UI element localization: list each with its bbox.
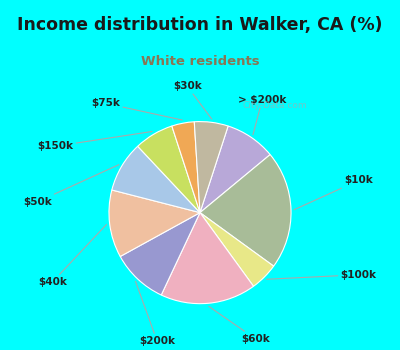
Wedge shape: [138, 126, 200, 212]
Text: Income distribution in Walker, CA (%): Income distribution in Walker, CA (%): [17, 16, 383, 34]
Text: > $200k: > $200k: [238, 95, 286, 135]
Text: $60k: $60k: [209, 307, 270, 344]
Text: $200k: $200k: [136, 281, 175, 346]
Wedge shape: [200, 126, 270, 212]
Wedge shape: [194, 121, 228, 212]
Text: $40k: $40k: [38, 224, 106, 287]
Text: White residents: White residents: [141, 55, 259, 68]
Wedge shape: [112, 146, 200, 212]
Text: $100k: $100k: [267, 270, 376, 280]
Wedge shape: [172, 122, 200, 212]
Text: $75k: $75k: [91, 98, 182, 120]
Wedge shape: [200, 212, 274, 286]
Text: $10k: $10k: [294, 175, 373, 210]
Text: $150k: $150k: [38, 132, 152, 151]
Wedge shape: [109, 190, 200, 257]
Text: $50k: $50k: [23, 164, 119, 207]
Wedge shape: [161, 212, 254, 304]
Text: City-Data.com: City-Data.com: [243, 101, 307, 110]
Wedge shape: [120, 212, 200, 295]
Wedge shape: [200, 155, 291, 266]
Text: $30k: $30k: [173, 81, 212, 119]
